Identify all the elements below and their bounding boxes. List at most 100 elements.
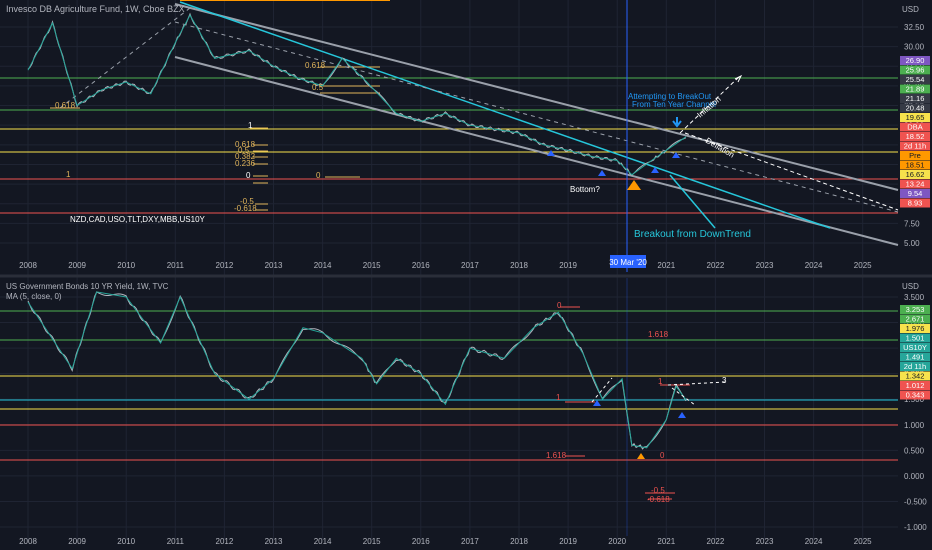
price-label-badge [900, 141, 930, 151]
y-tick-label: 32.50 [904, 23, 925, 32]
x-tick-label: 2013 [265, 261, 283, 270]
marker-triangle-3 [651, 167, 659, 173]
price-label-badge [900, 352, 930, 362]
price-label: 19.65 [906, 113, 925, 122]
fib-label: -0.5 [240, 197, 254, 206]
x-tick-label: 2009 [68, 261, 86, 270]
fib-label: 0.5 [312, 83, 324, 92]
bottom-pane[interactable]: US Government Bonds 10 YR Yield, 1W, TVC… [0, 278, 930, 546]
fib-label: 3 [722, 376, 727, 385]
fib-label: 0.236 [235, 159, 256, 168]
price-label-badge [900, 160, 930, 170]
x-tick-label: 2024 [805, 261, 823, 270]
price-label: 13.24 [906, 180, 925, 189]
bottom-marker-3 [678, 412, 686, 418]
y-tick-label: 0.500 [904, 446, 925, 455]
x-tick-label: 2019 [559, 261, 577, 270]
price-label-badge [900, 65, 930, 75]
fib-label: 0 [246, 171, 251, 180]
price-label: 16.62 [906, 170, 925, 179]
top-price-labels: 26.9025.9625.5421.8921.1620.4819.65DBA18… [900, 56, 930, 208]
y-tick-label: 3.500 [904, 293, 925, 302]
bottom-title: US Government Bonds 10 YR Yield, 1W, TVC [6, 282, 169, 291]
fib-label: 0.618 [235, 140, 256, 149]
price-label-badge [900, 362, 930, 371]
price-label: 25.54 [906, 75, 925, 84]
y-tick-label: 0.000 [904, 472, 925, 481]
dashed-rise [59, 7, 191, 109]
x-tick-label: 2012 [216, 537, 234, 546]
price-label: DBA [907, 123, 922, 132]
price-label-badge [900, 314, 930, 324]
price-label-badge [900, 371, 930, 381]
price-label-badge [900, 189, 930, 198]
price-label: 26.90 [906, 56, 925, 65]
x-tick-label: 2020 [608, 537, 626, 546]
price-label: 8.93 [908, 199, 923, 208]
ma-label: MA (5, close, 0) [6, 292, 62, 301]
price-label: 2.671 [906, 315, 925, 324]
price-label: 0.343 [906, 391, 925, 400]
fib-label: 1.618 [546, 451, 567, 460]
price-label-badge [900, 390, 930, 400]
top-title: Invesco DB Agriculture Fund, 1W, Cboe BZ… [6, 4, 185, 14]
fib-label: 1 [248, 121, 253, 130]
top-x-axis: 2008 2009 2010 2011 2012 2013 2014 2015 2016 2017… [19, 261, 872, 270]
x-tick-label: 2011 [167, 537, 185, 546]
x-tick-label: 2009 [68, 537, 86, 546]
price-label-badge [900, 198, 930, 208]
x-tick-label: 2014 [314, 261, 332, 270]
top-pane[interactable]: Invesco DB Agriculture Fund, 1W, Cboe BZ… [0, 0, 930, 272]
arrow-head-icon [734, 74, 743, 83]
price-label-badge [900, 103, 930, 113]
bottom-dashed-a [591, 377, 613, 403]
x-tick-label: 2024 [805, 537, 823, 546]
annotation-attempting-2: From Ten Year Channel [632, 100, 716, 109]
y-tick-label: 30.00 [904, 43, 925, 52]
price-label: 25.96 [906, 66, 925, 75]
price-label: 20.48 [906, 104, 925, 113]
y-tick-label: 5.00 [904, 239, 920, 248]
x-tick-label: 2022 [707, 537, 725, 546]
annotation-bottom: Bottom? [570, 185, 600, 194]
x-tick-label: 2017 [461, 537, 479, 546]
price-label-badge [900, 179, 930, 189]
price-label-badge [900, 381, 930, 390]
fib-label: 0.618 [305, 61, 326, 70]
deflation-path [684, 132, 899, 211]
marker-triangle-4 [672, 152, 680, 158]
fib-label: -0.618 [647, 495, 670, 504]
price-label: 21.16 [906, 94, 925, 103]
price-label-badge [900, 170, 930, 179]
y-tick-label: -0.500 [904, 497, 927, 506]
price-label-badge [900, 305, 930, 314]
price-label-badge [900, 333, 930, 343]
y-tick-label: 1.500 [904, 395, 925, 404]
channel-lower [174, 56, 899, 246]
x-tick-label: 2016 [412, 537, 430, 546]
fib-label: 0.5 [238, 146, 250, 155]
price-label: 1.491 [906, 353, 925, 362]
price-label: 2d 11h [904, 142, 926, 151]
price-label-badge [900, 56, 930, 65]
x-tick-label: 2008 [19, 261, 37, 270]
x-tick-label: 2023 [756, 537, 774, 546]
x-tick-label: 2015 [363, 261, 381, 270]
price-label-badge [900, 122, 930, 132]
x-tick-label: 2023 [756, 261, 774, 270]
price-label-badge [900, 132, 930, 141]
crosshair-date-badge [610, 255, 646, 268]
marker-triangle-2 [598, 170, 606, 176]
price-label: 2d 11h [904, 362, 926, 371]
x-tick-label: 2025 [854, 261, 872, 270]
x-tick-label: 2016 [412, 261, 430, 270]
x-tick-label: 2008 [19, 537, 37, 546]
fib-label: 0 [660, 451, 665, 460]
x-tick-label: 2010 [117, 261, 135, 270]
marker-triangle-1 [547, 150, 555, 156]
price-label: 9.54 [908, 189, 923, 198]
price-label: 1.976 [906, 324, 925, 333]
fib-label: -0.5 [651, 486, 665, 495]
